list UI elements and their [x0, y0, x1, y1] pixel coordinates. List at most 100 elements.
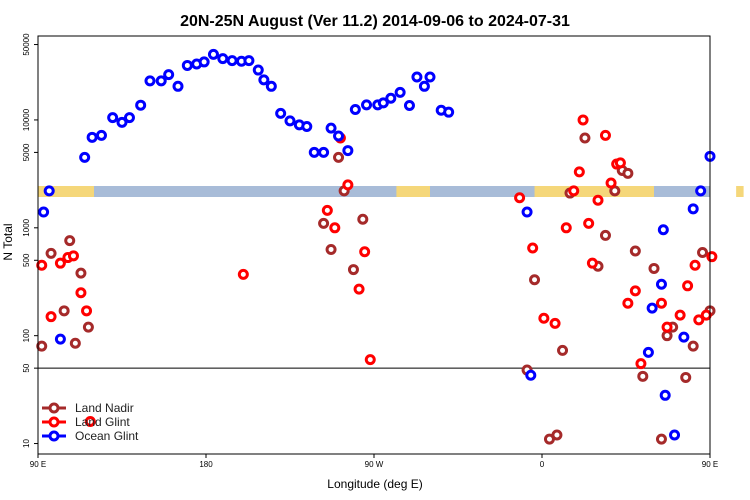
- ocean-strip: [38, 186, 710, 197]
- y-tick-label: 100: [22, 328, 31, 342]
- point-land-nadir: [622, 167, 634, 179]
- point-land-nadir: [697, 247, 709, 259]
- point-ocean-glint: [333, 130, 345, 142]
- point-land-glint: [661, 321, 673, 333]
- point-ocean-glint: [243, 55, 255, 67]
- point-land-nadir: [661, 330, 673, 342]
- point-ocean-glint: [646, 302, 658, 314]
- point-land-glint: [605, 177, 617, 189]
- legend-item-land-nadir: Land Nadir: [42, 401, 134, 415]
- point-ocean-glint: [349, 103, 361, 115]
- land-ocean-strip: [38, 186, 744, 197]
- point-ocean-glint: [163, 69, 175, 81]
- x-tick-label: 90 W: [365, 460, 384, 469]
- chart-title: 20N-25N August (Ver 11.2) 2014-09-06 to …: [180, 13, 570, 30]
- point-ocean-glint: [521, 206, 533, 218]
- point-land-glint: [706, 251, 718, 263]
- point-land-glint: [635, 358, 647, 370]
- point-ocean-glint: [95, 129, 107, 141]
- point-land-nadir: [557, 344, 569, 356]
- point-ocean-glint: [403, 100, 415, 112]
- point-ocean-glint: [657, 224, 669, 236]
- point-ocean-glint: [123, 112, 135, 124]
- point-ocean-glint: [318, 146, 330, 158]
- point-ocean-glint: [377, 97, 389, 109]
- x-tick-label: 0: [540, 460, 545, 469]
- point-land-nadir: [551, 429, 563, 441]
- point-land-glint: [583, 217, 595, 229]
- point-ocean-glint: [265, 80, 277, 92]
- land-strip-segment: [38, 186, 94, 197]
- data-points: [36, 48, 718, 445]
- point-ocean-glint: [361, 99, 373, 111]
- point-land-glint: [629, 285, 641, 297]
- point-land-nadir: [64, 235, 76, 247]
- point-ocean-glint: [43, 185, 55, 197]
- point-ocean-glint: [86, 131, 98, 143]
- point-ocean-glint: [424, 71, 436, 83]
- point-land-nadir: [347, 264, 359, 276]
- y-tick-label: 10000: [22, 108, 31, 131]
- point-land-glint: [321, 204, 333, 216]
- point-ocean-glint: [342, 145, 354, 157]
- y-tick-label: 10: [22, 439, 31, 448]
- point-ocean-glint: [181, 59, 193, 71]
- point-ocean-glint: [678, 331, 690, 343]
- point-ocean-glint: [687, 203, 699, 215]
- point-land-nadir: [325, 243, 337, 255]
- point-land-glint: [84, 416, 96, 428]
- point-ocean-glint: [325, 122, 337, 134]
- point-land-glint: [693, 314, 705, 326]
- point-land-nadir: [648, 262, 660, 274]
- point-land-nadir: [82, 321, 94, 333]
- point-land-nadir: [45, 247, 57, 259]
- point-land-glint: [586, 257, 598, 269]
- land-strip-segment: [396, 186, 430, 197]
- point-land-glint: [592, 194, 604, 206]
- point-land-glint: [674, 309, 686, 321]
- axes: 90 E 180 90 W 0 90 E 10 50 100 500 1000 5000 10000 5…: [22, 33, 718, 469]
- point-land-nadir: [58, 305, 70, 317]
- point-land-nadir: [579, 132, 591, 144]
- y-tick-label: 500: [22, 253, 31, 267]
- point-land-glint: [549, 317, 561, 329]
- x-tick-label: 90 E: [702, 460, 718, 469]
- point-ocean-glint: [695, 185, 707, 197]
- point-land-nadir: [680, 371, 692, 383]
- point-land-nadir: [687, 340, 699, 352]
- legend-item-ocean-glint: Ocean Glint: [42, 429, 139, 443]
- point-land-glint: [560, 222, 572, 234]
- point-ocean-glint: [38, 206, 50, 218]
- point-land-glint: [329, 222, 341, 234]
- point-ocean-glint: [144, 75, 156, 87]
- point-land-glint: [622, 297, 634, 309]
- point-ocean-glint: [418, 80, 430, 92]
- point-land-glint: [81, 305, 93, 317]
- point-land-nadir: [69, 337, 81, 349]
- point-ocean-glint: [669, 429, 681, 441]
- point-ocean-glint: [155, 75, 167, 87]
- point-ocean-glint: [217, 53, 229, 65]
- point-land-glint: [36, 259, 48, 271]
- point-land-glint: [45, 311, 57, 323]
- y-tick-label: 50: [22, 363, 31, 372]
- point-ocean-glint: [284, 115, 296, 127]
- y-tick-label: 1000: [22, 218, 31, 236]
- point-land-nadir: [75, 267, 87, 279]
- point-ocean-glint: [135, 99, 147, 111]
- point-land-glint: [568, 185, 580, 197]
- point-land-glint: [75, 287, 87, 299]
- point-ocean-glint: [258, 74, 270, 86]
- point-ocean-glint: [275, 107, 287, 119]
- point-ocean-glint: [443, 106, 455, 118]
- point-ocean-glint: [411, 71, 423, 83]
- point-ocean-glint: [207, 48, 219, 60]
- point-ocean-glint: [116, 116, 128, 128]
- legend-label-land-nadir: Land Nadir: [75, 401, 134, 415]
- point-land-glint: [689, 259, 701, 271]
- point-ocean-glint: [301, 120, 313, 132]
- point-land-glint: [655, 297, 667, 309]
- point-ocean-glint: [54, 333, 66, 345]
- point-land-glint: [577, 114, 589, 126]
